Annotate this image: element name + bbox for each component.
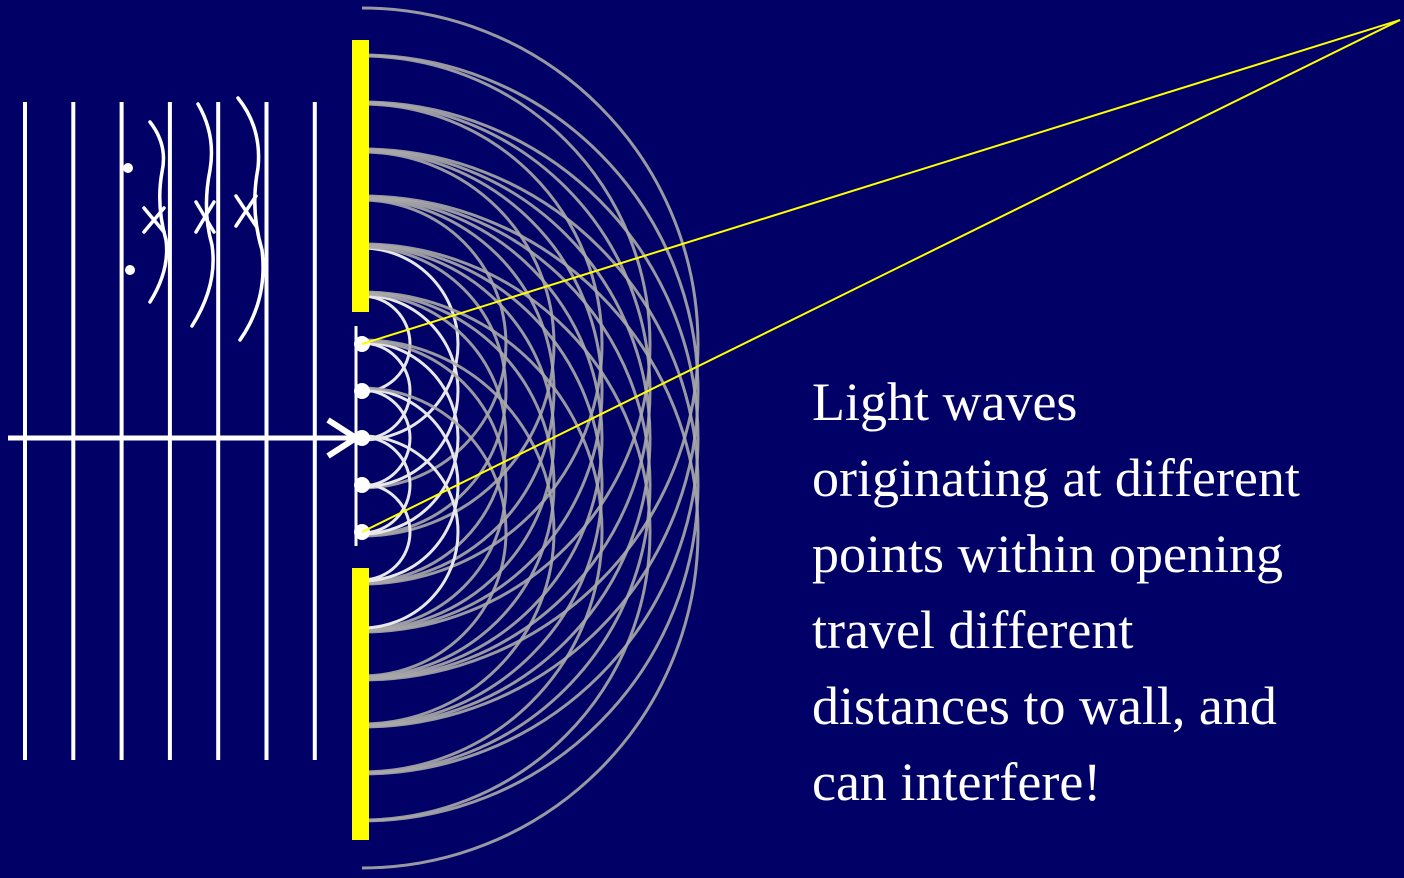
wavelet-arc: [361, 294, 412, 394]
wavelet-arc: [361, 195, 652, 775]
sketch-dot: [123, 163, 133, 173]
wavelet-arc: [361, 243, 604, 727]
dot-icon: [354, 383, 370, 399]
wavelet-arc: [361, 293, 460, 489]
slit-barrier: [352, 40, 369, 840]
dot-icon: [354, 430, 370, 446]
wavelet-arc: [361, 341, 412, 441]
wavelet-arc: [361, 197, 556, 585]
dot-icon: [354, 477, 370, 493]
sketch-stroke: [194, 200, 216, 234]
wavelet-arc: [361, 434, 460, 630]
ray-to-wall-line: [361, 19, 1401, 533]
sketch-stroke: [236, 96, 265, 342]
wavelet-arc: [361, 102, 604, 586]
wavelet-arc: [361, 54, 652, 634]
wavelet-arc: [361, 242, 652, 822]
wavelet-arc: [361, 388, 412, 488]
sketch-stroke: [142, 206, 166, 234]
wavelet-arc: [361, 340, 460, 536]
rays-to-wall: [361, 19, 1401, 533]
wavelet-arc: [361, 386, 508, 678]
wavelet-arc: [361, 100, 700, 776]
sketch-stroke: [234, 194, 258, 228]
wavelet-arc: [361, 292, 508, 584]
wavelet-arc: [361, 435, 412, 535]
huygens-wavelets: [361, 6, 700, 870]
barrier-top: [352, 40, 369, 312]
sketch-stroke: [148, 120, 169, 304]
wavelet-arc: [361, 482, 412, 582]
wavelet-arc: [361, 198, 508, 490]
source-points: [354, 326, 370, 546]
wavelet-arc: [361, 194, 700, 870]
wavelet-arc: [361, 53, 700, 729]
wavelet-arc: [361, 147, 700, 823]
wavelet-arc: [361, 246, 460, 442]
wavelet-arc: [361, 150, 556, 538]
wavelet-arc: [361, 245, 508, 537]
arrow-right-icon: [8, 417, 362, 459]
barrier-bottom: [352, 568, 369, 840]
wavelet-arc: [361, 149, 604, 633]
sketch-dot: [125, 265, 135, 275]
ray-to-wall-line: [361, 19, 1401, 345]
wavelet-arc: [361, 196, 604, 680]
wavelet-arc: [361, 290, 604, 774]
hand-drawn-wavelet-sketch: [123, 96, 265, 342]
explanation-caption: Light waves originating at different poi…: [812, 372, 1300, 812]
wavelet-arc: [361, 148, 652, 728]
wavelet-arc: [361, 339, 508, 631]
wavelet-arc: [361, 338, 556, 726]
incident-plane-wavefronts: [23, 102, 317, 760]
